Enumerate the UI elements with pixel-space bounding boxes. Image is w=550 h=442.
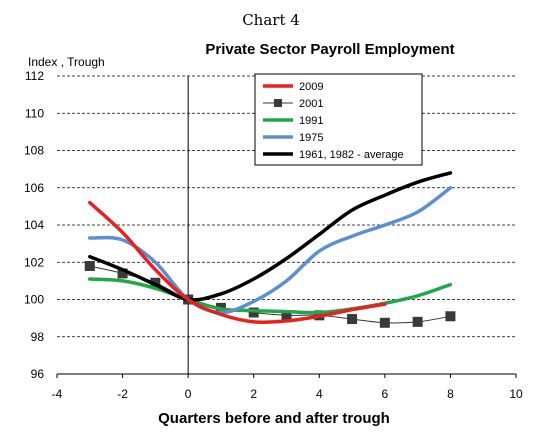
y-tick-label: 110	[25, 106, 44, 120]
legend: 2009 2001 1991 1975 1961, 1982 - average	[254, 73, 423, 166]
series-line-1975	[88, 186, 453, 315]
y-tick-label: 102	[24, 255, 44, 269]
data-point-2001	[84, 260, 95, 271]
grid	[57, 75, 516, 338]
legend-label-1961-1982-average: 1961, 1982 - average	[299, 149, 404, 161]
y-axis-label: Index , Trough	[28, 55, 105, 69]
series-line-1991	[88, 277, 453, 315]
axes	[56, 76, 517, 378]
x-tick-label: 4	[316, 387, 323, 401]
data-point-2001	[281, 310, 292, 321]
x-tick-label: -4	[52, 387, 63, 401]
y-tick-label: 98	[31, 330, 45, 344]
y-tick-label: 96	[31, 367, 45, 381]
x-axis-label: Quarters before and after trough	[158, 410, 390, 427]
y-tick-label: 106	[24, 181, 44, 195]
data-point-2001	[379, 317, 390, 328]
x-tick-label: 10	[509, 387, 523, 401]
y-tick-label: 112	[25, 69, 44, 83]
data-point-2001	[347, 314, 358, 325]
x-tick-label: 2	[250, 387, 257, 401]
series-lines	[84, 171, 456, 328]
data-point-2001	[248, 307, 259, 318]
legend-label-1975: 1975	[299, 132, 323, 144]
tick-labels: 96 98 100 102 104 106 108 110 112 -4 -2 0 2 4 6 8 10	[24, 69, 523, 401]
y-tick-label: 100	[24, 293, 44, 307]
x-tick-label: 8	[447, 387, 454, 401]
data-point-2001	[117, 268, 128, 279]
x-tick-label: -2	[117, 387, 128, 401]
chart-caption: Chart 4	[242, 11, 300, 29]
legend-marker-2001	[274, 99, 282, 107]
chart-title: Private Sector Payroll Employment	[205, 41, 454, 58]
series-line-1961-1982-average	[88, 171, 453, 302]
legend-label-2001: 2001	[299, 98, 323, 110]
y-tick-label: 104	[24, 218, 44, 232]
legend-label-2009: 2009	[299, 81, 323, 93]
data-point-2001	[445, 311, 456, 322]
data-point-2001	[412, 316, 423, 327]
x-tick-label: 6	[382, 387, 389, 401]
legend-label-1991: 1991	[299, 115, 323, 127]
series-line-2009	[88, 200, 387, 325]
y-tick-label: 108	[24, 144, 44, 158]
series-line-2001	[89, 265, 451, 324]
x-tick-label: 0	[185, 387, 192, 401]
